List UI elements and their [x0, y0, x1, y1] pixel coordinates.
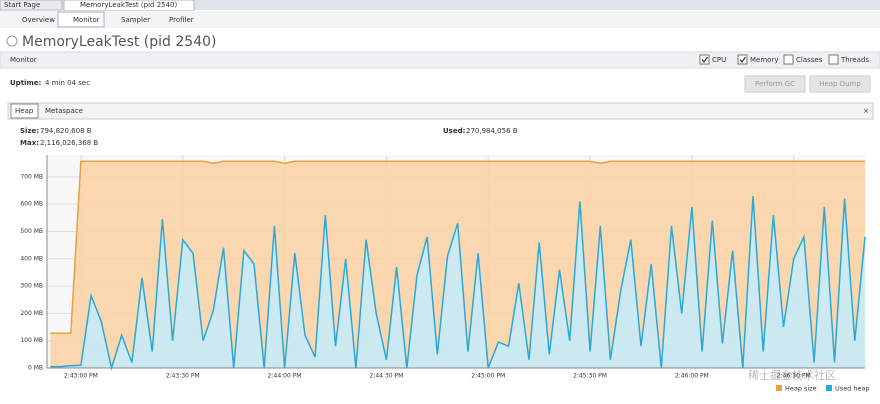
y-tick-label: 400 MB: [20, 255, 43, 262]
y-tick-label: 0 MB: [28, 365, 43, 372]
checkbox-label[interactable]: Threads: [840, 56, 869, 64]
x-tick-label: 2:43:00 PM: [64, 373, 98, 380]
section-title: Monitor: [10, 56, 37, 64]
legend-swatch: [826, 385, 832, 391]
memory-tab[interactable]: Heap: [15, 107, 34, 115]
legend-label: Used heap: [835, 385, 870, 393]
x-tick-label: 2:44:00 PM: [268, 373, 302, 380]
x-tick-label: 2:46:30 PM: [777, 373, 811, 380]
uptime-value: 4 min 04 sec: [45, 79, 90, 87]
watermark: 稀土掘金技术社区: [748, 368, 836, 382]
checkmark: [701, 56, 708, 64]
status-icon: [6, 35, 18, 47]
checkbox[interactable]: [699, 54, 710, 65]
legend-label: Heap size: [785, 385, 817, 393]
checkbox[interactable]: [783, 54, 794, 65]
series-line: [50, 160, 865, 335]
memory-tab[interactable]: Metaspace: [45, 107, 83, 115]
subtab[interactable]: Monitor: [73, 16, 100, 24]
y-tick-label: 100 MB: [20, 337, 43, 344]
button[interactable]: [809, 75, 871, 93]
checkmark: [739, 56, 746, 64]
subtab-active[interactable]: [57, 11, 105, 28]
app-title: MemoryLeakTest (pid 2540): [22, 34, 216, 50]
tab[interactable]: [0, 0, 63, 11]
tab-label[interactable]: Start Page: [4, 1, 40, 9]
y-tick-label: 700 MB: [20, 173, 43, 180]
y-tick-label: 300 MB: [20, 283, 43, 290]
checkbox[interactable]: [828, 54, 839, 65]
checkbox-label[interactable]: Classes: [796, 56, 823, 64]
x-tick-label: 2:46:00 PM: [675, 373, 709, 380]
subtab[interactable]: Sampler: [121, 16, 150, 24]
x-tick-label: 2:45:00 PM: [471, 373, 505, 380]
subtab[interactable]: Overview: [22, 16, 55, 24]
checkbox[interactable]: [737, 54, 748, 65]
button-label[interactable]: Perform GC: [755, 80, 795, 88]
used-value: 270,984,056 B: [466, 127, 518, 135]
max-value: 2,116,026,368 B: [40, 139, 98, 147]
close-icon[interactable]: ×: [863, 107, 869, 115]
x-tick-label: 2:44:30 PM: [369, 373, 403, 380]
y-tick-label: 500 MB: [20, 228, 43, 235]
section-bar: [0, 51, 880, 69]
used-label: Used:: [443, 127, 466, 135]
area-fill: [50, 196, 866, 368]
memory-tab-bar: [7, 102, 874, 120]
button[interactable]: [744, 75, 806, 93]
tab-label[interactable]: MemoryLeakTest (pid 2540): [80, 1, 178, 9]
size-label: Size:: [20, 127, 39, 135]
memory-tab-active[interactable]: [10, 103, 39, 119]
subtab[interactable]: Profiler: [169, 16, 194, 24]
series-line: [50, 195, 866, 371]
tab-bar: [0, 0, 880, 10]
uptime-label: Uptime:: [10, 79, 41, 87]
y-tick-label: 200 MB: [20, 310, 43, 317]
x-tick-label: 2:43:30 PM: [166, 373, 200, 380]
max-label: Max:: [20, 139, 39, 147]
button-label[interactable]: Heap Dump: [819, 80, 861, 88]
checkbox-label[interactable]: CPU: [712, 56, 726, 64]
legend-swatch: [776, 385, 782, 391]
x-tick-label: 2:45:30 PM: [573, 373, 607, 380]
size-value: 794,820,608 B: [40, 127, 92, 135]
y-tick-label: 600 MB: [20, 201, 43, 208]
subtab-bar: [0, 11, 880, 28]
checkbox-label[interactable]: Memory: [750, 56, 778, 64]
